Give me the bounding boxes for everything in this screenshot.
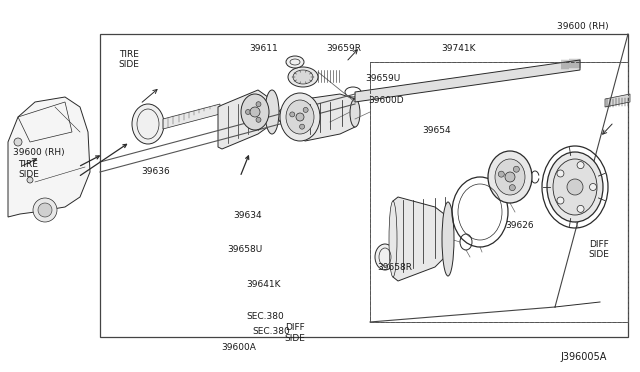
Ellipse shape: [375, 244, 395, 270]
Circle shape: [38, 203, 52, 217]
Ellipse shape: [280, 93, 320, 141]
Ellipse shape: [132, 104, 164, 144]
Ellipse shape: [293, 70, 313, 84]
Circle shape: [557, 197, 564, 204]
Text: 39600 (RH): 39600 (RH): [13, 148, 65, 157]
Circle shape: [499, 171, 504, 177]
Text: TIRE
SIDE: TIRE SIDE: [18, 160, 39, 179]
Circle shape: [27, 177, 33, 183]
Ellipse shape: [241, 94, 269, 130]
Polygon shape: [8, 97, 90, 217]
Circle shape: [505, 172, 515, 182]
Text: 39600A: 39600A: [221, 343, 255, 352]
Polygon shape: [393, 197, 448, 281]
Circle shape: [509, 185, 515, 190]
Circle shape: [557, 170, 564, 177]
Polygon shape: [218, 90, 272, 149]
Circle shape: [303, 108, 308, 112]
Text: 39741K: 39741K: [442, 44, 476, 53]
Ellipse shape: [488, 151, 532, 203]
Text: TIRE
SIDE: TIRE SIDE: [118, 50, 140, 69]
Circle shape: [250, 107, 260, 117]
Text: 39636: 39636: [141, 167, 170, 176]
Circle shape: [290, 112, 295, 117]
Text: 39658U: 39658U: [227, 245, 262, 254]
Text: 39611: 39611: [250, 44, 278, 53]
Ellipse shape: [389, 201, 397, 277]
Ellipse shape: [350, 99, 360, 127]
Circle shape: [577, 205, 584, 212]
Text: SEC.380: SEC.380: [246, 312, 284, 321]
Ellipse shape: [288, 67, 318, 87]
Polygon shape: [605, 94, 630, 107]
Ellipse shape: [547, 152, 603, 222]
Text: DIFF
SIDE: DIFF SIDE: [285, 323, 306, 343]
Text: J396005A: J396005A: [560, 352, 606, 362]
Polygon shape: [355, 60, 580, 102]
Ellipse shape: [286, 100, 314, 134]
Circle shape: [296, 113, 304, 121]
Circle shape: [14, 138, 22, 146]
Ellipse shape: [265, 90, 279, 134]
Text: DIFF
SIDE: DIFF SIDE: [589, 240, 610, 259]
Text: 39658R: 39658R: [378, 263, 413, 272]
Text: 39654: 39654: [422, 126, 451, 135]
Polygon shape: [163, 104, 220, 129]
Text: 39659U: 39659U: [365, 74, 400, 83]
Circle shape: [589, 183, 596, 190]
Circle shape: [246, 109, 250, 115]
Text: SEC.380: SEC.380: [253, 327, 291, 336]
Text: 39600D: 39600D: [368, 96, 404, 105]
Circle shape: [513, 166, 520, 172]
Ellipse shape: [553, 159, 597, 215]
Text: 39634: 39634: [234, 211, 262, 220]
Circle shape: [256, 117, 261, 122]
Text: 39641K: 39641K: [246, 280, 281, 289]
Text: 39626: 39626: [506, 221, 534, 230]
Circle shape: [567, 179, 583, 195]
Circle shape: [300, 124, 305, 129]
Ellipse shape: [442, 202, 454, 276]
Ellipse shape: [495, 159, 525, 195]
Ellipse shape: [286, 56, 304, 68]
Text: 39600 (RH): 39600 (RH): [557, 22, 609, 31]
Polygon shape: [300, 94, 355, 141]
Text: 39659R: 39659R: [326, 44, 362, 53]
Circle shape: [256, 102, 261, 107]
Circle shape: [33, 198, 57, 222]
Circle shape: [577, 161, 584, 169]
